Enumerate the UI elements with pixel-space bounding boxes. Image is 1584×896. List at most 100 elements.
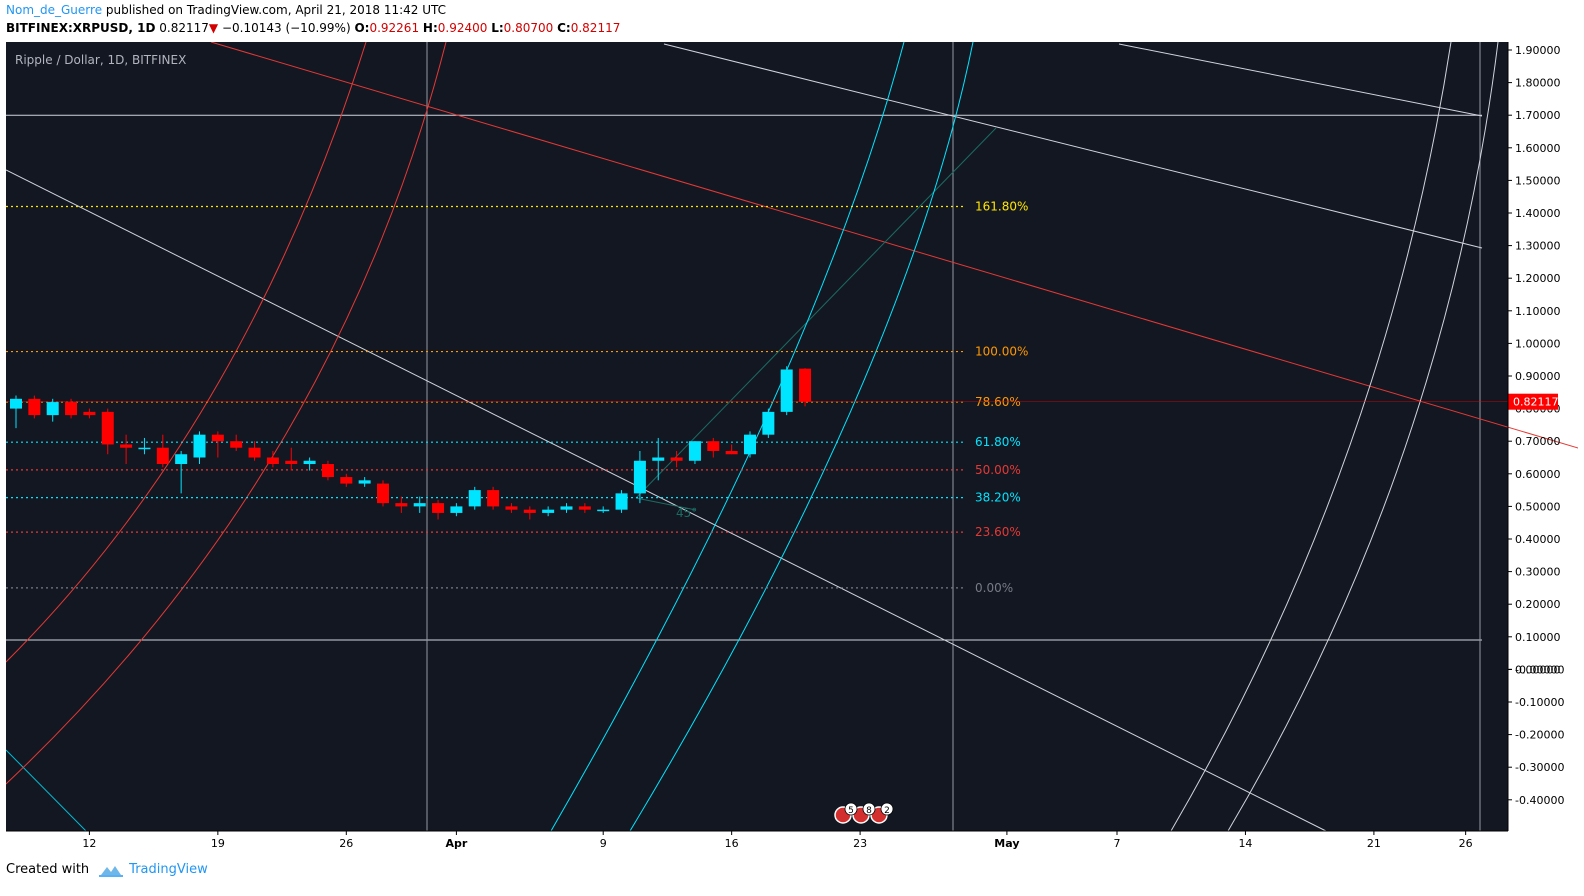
open-value: 0.92261	[369, 21, 420, 35]
chart-title: Ripple / Dollar, 1D, BITFINEX	[15, 53, 186, 67]
y-tick-label: 0.90000	[1515, 370, 1561, 383]
candle-body	[799, 368, 812, 402]
candle-body	[358, 480, 371, 484]
created-with-label: Created with	[6, 862, 90, 877]
candle-body	[413, 503, 426, 507]
close-label: C:	[557, 21, 571, 35]
candle-body	[468, 490, 481, 507]
y-tick-label: 1.80000	[1515, 77, 1561, 90]
event-markers[interactable]: 5 8 2	[834, 802, 894, 824]
y-tick-label: 1.30000	[1515, 240, 1561, 253]
y-tick-label: -0.20000	[1515, 729, 1564, 742]
y-tick-label: 0.20000	[1515, 598, 1561, 611]
trend-line[interactable]	[6, 169, 1327, 832]
candle-body	[83, 411, 96, 416]
candle-body	[670, 457, 683, 461]
candle-body	[377, 483, 389, 504]
high-label: H:	[422, 21, 438, 35]
y-tick-label: 1.00000	[1515, 337, 1561, 350]
arc-curve[interactable]	[6, 42, 367, 663]
y-axis-background	[1508, 42, 1578, 831]
trend-line[interactable]	[210, 42, 1578, 467]
trend-line[interactable]	[1118, 43, 1483, 117]
x-tick-label: 14	[1238, 837, 1252, 850]
candle-body	[175, 454, 188, 465]
y-tick-label: 1.40000	[1515, 207, 1561, 220]
candle-body	[120, 444, 133, 448]
candle-body	[762, 411, 775, 435]
candle-body	[193, 434, 206, 458]
footer: Created with TradingView	[6, 862, 208, 877]
fib-level-label: 78.60%	[975, 395, 1021, 409]
y-tick-label: -0.30000	[1515, 761, 1564, 774]
low-label: L:	[491, 21, 504, 35]
fib-level-label: 23.60%	[975, 525, 1021, 539]
candle-body	[340, 477, 353, 484]
candle-body	[285, 460, 298, 465]
angle-line[interactable]	[635, 497, 697, 511]
trend-line[interactable]	[663, 43, 1483, 249]
x-tick-label: 26	[339, 837, 353, 850]
candle-body	[542, 509, 555, 513]
candle-body	[230, 441, 243, 448]
candle-body	[28, 398, 41, 416]
candle-body	[487, 490, 500, 507]
trend-line[interactable]	[6, 749, 87, 832]
candle-body	[138, 447, 151, 450]
x-tick-label: 12	[82, 837, 96, 850]
angle-label: 45°	[676, 506, 697, 520]
fib-level-label: 0.00%	[975, 581, 1013, 595]
fib-level-label: 50.00%	[975, 463, 1021, 477]
candle-body	[560, 506, 573, 510]
fib-level-label: 38.20%	[975, 491, 1021, 505]
y-tick-label: 0.30000	[1515, 566, 1561, 579]
arc-curve[interactable]	[629, 42, 974, 832]
tradingview-link[interactable]: TradingView	[129, 862, 208, 877]
candle-body	[395, 503, 408, 507]
candle-body	[321, 464, 334, 478]
down-arrow-icon: ▼	[208, 21, 219, 35]
y-tick-label: -0.10000	[1515, 696, 1564, 709]
y-tick-label: 0.60000	[1515, 468, 1561, 481]
candle-body	[633, 460, 646, 494]
y-tick-label: 0.40000	[1515, 533, 1561, 546]
y-tick-label: 1.10000	[1515, 305, 1561, 318]
publish-text: published on TradingView.com, April 21, …	[105, 3, 447, 17]
x-tick-label: 26	[1459, 837, 1473, 850]
x-tick-label: 9	[600, 837, 607, 850]
candle-body	[266, 457, 279, 465]
candle-body	[523, 509, 536, 513]
x-axis-background	[6, 831, 1578, 854]
candle-body	[780, 369, 793, 412]
candle-body	[652, 457, 665, 461]
event-count-badge	[862, 802, 876, 816]
x-tick-label: Apr	[445, 837, 467, 850]
y-tick-label: 1.20000	[1515, 272, 1561, 285]
candle-body	[211, 434, 224, 442]
angle-line[interactable]	[635, 127, 997, 499]
x-axis[interactable]: 12 19 26 Apr 9 16 23 May 7 14 21 26	[82, 831, 1473, 850]
candle-body	[725, 450, 738, 455]
candle-body	[688, 441, 701, 461]
y-axis[interactable]: 1.90000 1.80000 1.70000 1.60000 1.50000 1.400…	[1508, 44, 1564, 807]
x-tick-label: 23	[853, 837, 867, 850]
fib-retracement[interactable]: 161.80% 100.00% 78.60% 61.80% 50.00% 38.20% 23…	[6, 199, 1508, 595]
arc-curve[interactable]	[1170, 42, 1452, 832]
y-tick-label: 1.90000	[1515, 44, 1561, 57]
author-link[interactable]: Nom_de_Guerre	[6, 3, 103, 17]
x-tick-label: 21	[1367, 837, 1381, 850]
y-tick-label: 1.50000	[1515, 174, 1561, 187]
price-chart[interactable]: 161.80%100.00%78.60%61.80%50.00%38.20%23…	[6, 42, 1578, 854]
fib-level-label: 161.80%	[975, 199, 1028, 213]
candle-body	[597, 509, 610, 512]
high-value: 0.92400	[437, 21, 488, 35]
candles	[10, 366, 812, 520]
y-tick-label: 1.70000	[1515, 109, 1561, 122]
event-count-badge	[844, 802, 858, 816]
arc-curve[interactable]	[550, 42, 905, 832]
y-tick-label: 1.60000	[1515, 142, 1561, 155]
candle-body	[707, 441, 720, 451]
fib-level-label: 61.80%	[975, 435, 1021, 449]
last-price-badge	[1508, 393, 1558, 410]
arc-curve[interactable]	[1227, 42, 1499, 832]
